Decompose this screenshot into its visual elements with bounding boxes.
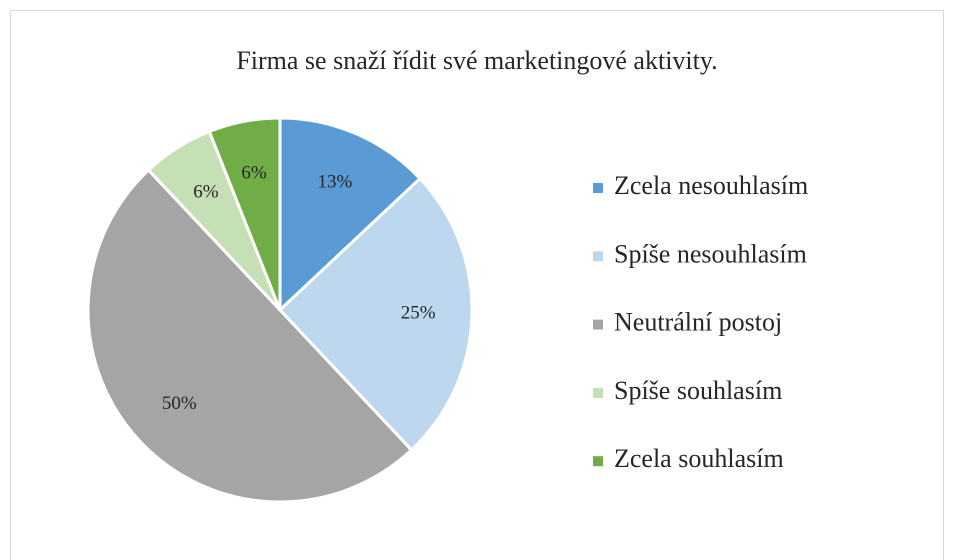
pie-slice (278, 116, 423, 314)
legend-swatch (593, 251, 603, 262)
pie-slice (277, 176, 474, 453)
legend-label: Zcela nesouhlasím (614, 171, 808, 200)
chart-title: Firma se snaží řídit své marketingové ak… (236, 46, 717, 75)
legend-swatch (593, 183, 603, 193)
pie-slice (86, 167, 414, 504)
legend-label: Spíše nesouhlasím (614, 239, 807, 268)
legend-label: Spíše souhlasím (614, 376, 782, 405)
pie-slice (207, 116, 282, 311)
data-label: 13% (317, 171, 352, 192)
legend-swatch (593, 456, 603, 467)
legend-label: Neutrální postoj (614, 308, 782, 337)
legend-swatch (593, 319, 603, 330)
legend-label: Zcela souhlasím (614, 444, 784, 473)
data-label: 6% (193, 182, 219, 203)
data-label: 25% (401, 303, 436, 324)
data-label: 6% (241, 163, 267, 184)
legend-swatch (593, 387, 603, 398)
data-label: 50% (162, 393, 197, 414)
